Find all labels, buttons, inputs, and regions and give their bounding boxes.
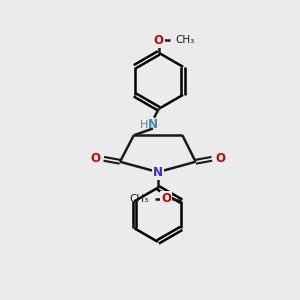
Text: N: N — [153, 166, 163, 178]
Text: O: O — [215, 152, 225, 165]
Text: O: O — [154, 34, 164, 47]
Text: H: H — [140, 120, 148, 130]
Text: O: O — [91, 152, 100, 165]
Text: N: N — [148, 118, 158, 131]
Text: CH₃: CH₃ — [175, 35, 194, 46]
Text: CH₃: CH₃ — [129, 194, 148, 204]
Text: O: O — [161, 192, 171, 206]
